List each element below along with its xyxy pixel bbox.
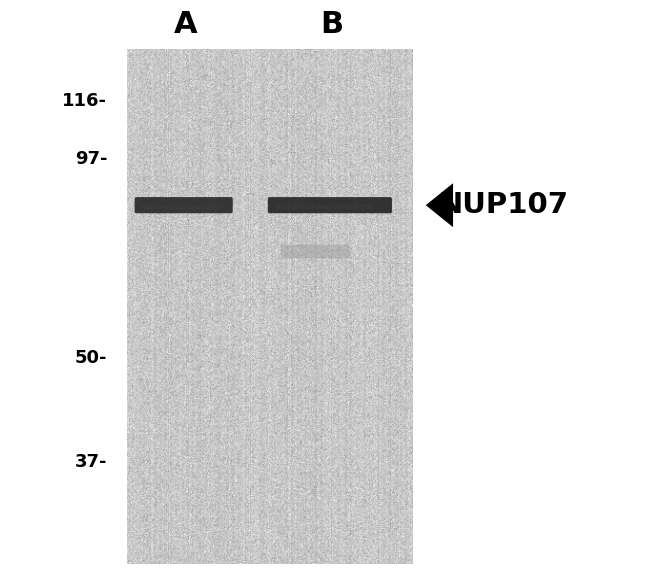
FancyBboxPatch shape (268, 197, 392, 213)
Text: 116-: 116- (62, 92, 107, 110)
Text: 37-: 37- (75, 453, 107, 472)
Text: NUP107: NUP107 (439, 191, 569, 219)
Text: 50-: 50- (75, 349, 107, 368)
Text: B: B (320, 10, 343, 39)
Text: 97-: 97- (75, 150, 107, 168)
Text: A: A (174, 10, 197, 39)
FancyBboxPatch shape (142, 205, 219, 210)
FancyBboxPatch shape (135, 197, 233, 213)
FancyBboxPatch shape (276, 205, 373, 210)
Polygon shape (426, 183, 453, 227)
FancyBboxPatch shape (281, 244, 350, 258)
